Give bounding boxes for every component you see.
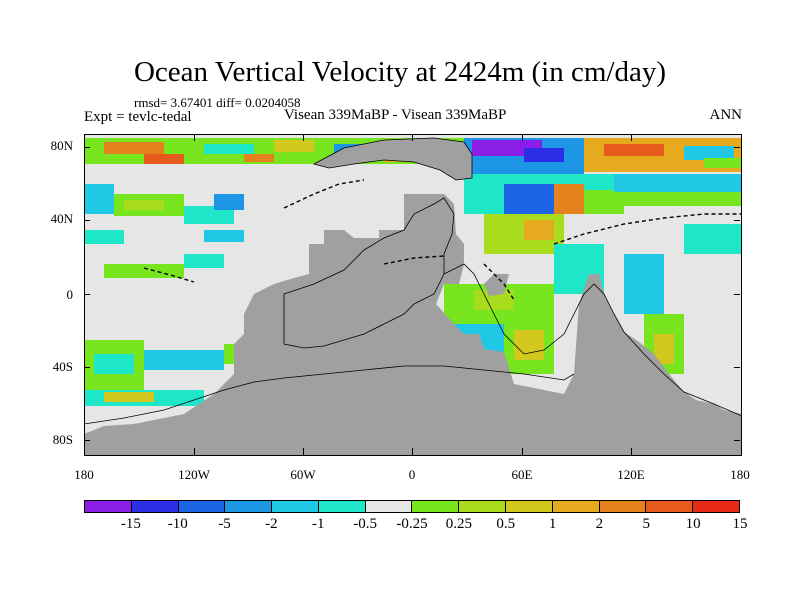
- front-lines: [143, 179, 742, 301]
- x-tick: [303, 448, 304, 455]
- colorbar-label: -0.25: [396, 516, 428, 532]
- lat-label-0: 0: [66, 287, 74, 302]
- y-tick: [84, 220, 90, 221]
- lat-label-80n: 80N: [50, 138, 73, 153]
- colorbar-label: -0.5: [353, 516, 378, 532]
- x-tick: [631, 448, 632, 455]
- lon-label-60w: 60W: [290, 467, 316, 482]
- y-tick: [734, 440, 740, 441]
- x-tick: [412, 134, 413, 141]
- colorbar-swatch: [131, 501, 179, 512]
- y-tick: [734, 367, 740, 368]
- colorbar-label: 2: [595, 516, 604, 532]
- colorbar-swatch: [318, 501, 366, 512]
- lon-label-120w: 120W: [178, 467, 210, 482]
- experiment-label: Expt = tevlc-tedal: [84, 109, 192, 125]
- colorbar-swatch: [412, 501, 460, 512]
- y-tick: [734, 147, 740, 148]
- y-tick: [84, 367, 90, 368]
- y-tick: [84, 440, 90, 441]
- y-tick: [84, 147, 90, 148]
- lat-label-80s: 80S: [52, 432, 73, 447]
- colorbar-label: 5: [642, 516, 651, 532]
- map-frame: [84, 134, 742, 456]
- lon-label-180e: 180: [730, 467, 750, 482]
- colorbar: [84, 500, 740, 513]
- velocity-map: [84, 134, 742, 456]
- colorbar-swatch: [693, 501, 739, 512]
- lon-label-0: 0: [408, 467, 416, 482]
- coastlines: [84, 137, 742, 425]
- colorbar-label: -10: [167, 516, 188, 532]
- lat-label-40s: 40S: [52, 359, 73, 374]
- colorbar-swatch: [552, 501, 600, 512]
- x-tick: [194, 448, 195, 455]
- colorbar-swatch: [272, 501, 319, 512]
- x-tick: [631, 134, 632, 141]
- colorbar-swatch: [365, 501, 413, 512]
- lat-label-40n: 40N: [50, 211, 73, 226]
- colorbar-swatch: [506, 501, 553, 512]
- colorbar-label: -5: [218, 516, 231, 532]
- colorbar-swatch: [459, 501, 507, 512]
- colorbar-label: 1: [548, 516, 557, 532]
- colorbar-label: 0.5: [496, 516, 516, 532]
- colorbar-label: -2: [265, 516, 278, 532]
- center-subtitle: Visean 339MaBP - Visean 339MaBP: [284, 107, 507, 123]
- colorbar-swatch: [599, 501, 647, 512]
- colorbar-label: 0.25: [445, 516, 472, 532]
- y-tick: [734, 294, 740, 295]
- colorbar-swatch: [646, 501, 694, 512]
- land-mass: [84, 138, 742, 456]
- colorbar-swatch: [85, 501, 132, 512]
- x-tick: [522, 448, 523, 455]
- x-tick: [194, 134, 195, 141]
- colorbar-label: 15: [732, 516, 748, 532]
- season-label: ANN: [709, 107, 743, 123]
- colorbar-label: -1: [312, 516, 325, 532]
- y-tick: [84, 294, 90, 295]
- x-tick: [303, 134, 304, 141]
- lon-label-60e: 60E: [511, 467, 533, 482]
- x-tick: [522, 134, 523, 141]
- stats-line: rmsd= 3.67401 diff= 0.0204058: [134, 95, 301, 110]
- y-tick: [734, 220, 740, 221]
- colorbar-label: 10: [685, 516, 701, 532]
- lon-label-120e: 120E: [617, 467, 645, 482]
- x-tick: [412, 448, 413, 455]
- colorbar-label: -15: [120, 516, 141, 532]
- colorbar-swatch: [178, 501, 226, 512]
- plot-title: Ocean Vertical Velocity at 2424m (in cm/…: [133, 56, 667, 88]
- colorbar-swatch: [225, 501, 273, 512]
- lon-label-180w: 180: [74, 467, 94, 482]
